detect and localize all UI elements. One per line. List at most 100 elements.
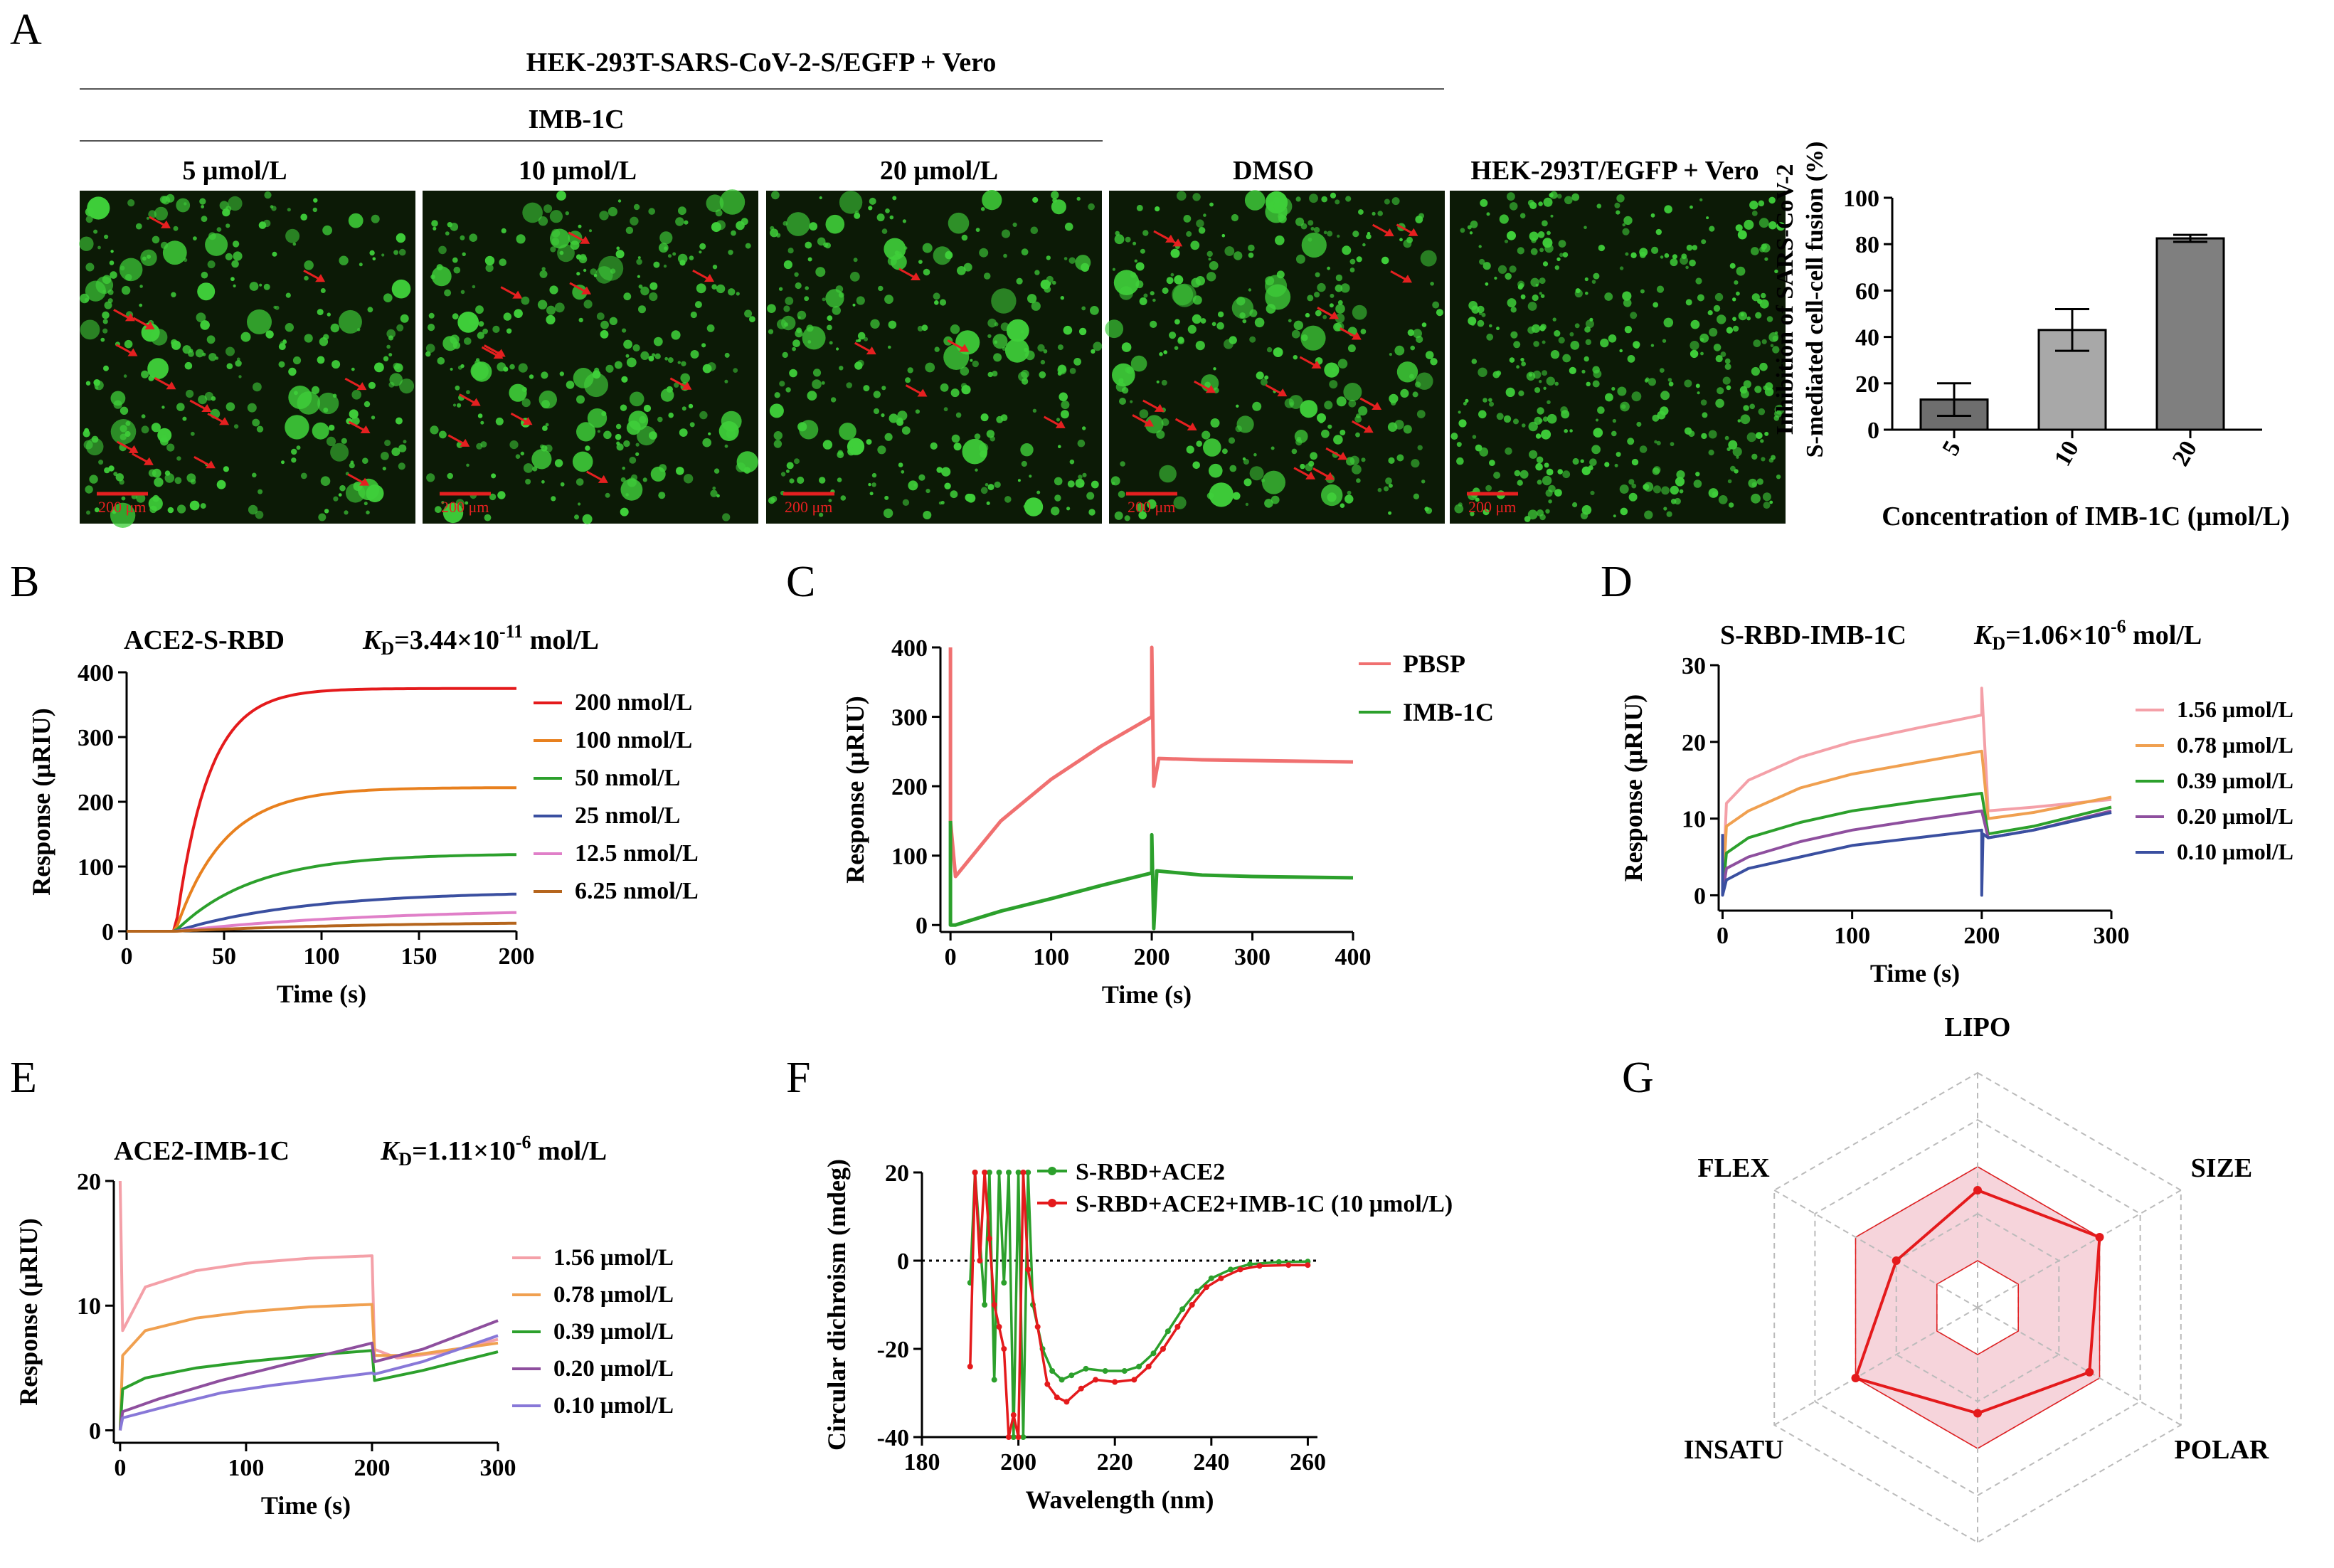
cell — [102, 311, 110, 319]
syncytium-cell — [1301, 232, 1327, 258]
cell — [1372, 211, 1376, 216]
cell — [1527, 199, 1534, 206]
panel-label-c: C — [786, 558, 815, 606]
cell — [509, 364, 515, 370]
cell — [1724, 358, 1731, 364]
cell — [1337, 359, 1348, 369]
kd-k: K — [1973, 620, 1994, 650]
cell — [1517, 284, 1523, 290]
cell — [855, 339, 859, 343]
cell — [630, 216, 639, 226]
cell — [1112, 267, 1115, 271]
cell — [1162, 287, 1169, 295]
fusion-arrow — [207, 413, 224, 423]
data-point — [1145, 1363, 1152, 1370]
cell — [430, 425, 439, 435]
fusion-arrow-head — [160, 220, 171, 228]
data-point — [986, 1170, 992, 1175]
cell — [1541, 429, 1551, 440]
cell — [812, 369, 822, 377]
cell — [819, 196, 822, 200]
cell — [1120, 461, 1125, 467]
cell — [918, 260, 923, 264]
cell — [1192, 314, 1202, 324]
cell — [1690, 349, 1699, 359]
cell — [1228, 437, 1236, 444]
cell — [1715, 355, 1723, 363]
cell — [1528, 373, 1533, 377]
cell — [182, 416, 187, 421]
data-point — [1256, 1263, 1263, 1269]
cell — [124, 339, 133, 349]
data-point — [982, 1302, 988, 1308]
cell — [1396, 454, 1404, 462]
fusion-arrow-head — [681, 381, 692, 390]
syncytium-cell — [148, 496, 163, 512]
cell — [728, 250, 733, 255]
cell — [1558, 240, 1566, 248]
x-tick-label: 200 — [1134, 944, 1170, 970]
cell — [1335, 284, 1343, 292]
cell — [226, 223, 230, 228]
micrograph-image — [1450, 191, 1786, 524]
fusion-arrow — [586, 470, 603, 482]
cell — [794, 272, 799, 277]
fusion-arrow-head — [1363, 425, 1374, 433]
cell — [1608, 334, 1617, 343]
cell — [822, 297, 826, 302]
cell — [796, 327, 802, 334]
cell — [1560, 406, 1568, 414]
cell — [1121, 342, 1132, 352]
syncytium-cell — [825, 289, 844, 308]
legend-label: 0.10 μmol/L — [2177, 839, 2293, 864]
cell — [1530, 248, 1538, 255]
cell — [110, 250, 114, 253]
cell — [1323, 231, 1327, 235]
cell — [447, 222, 452, 228]
cell — [238, 375, 242, 378]
fusion-arrow — [1351, 420, 1369, 431]
series-line — [948, 645, 1354, 879]
cell — [1174, 275, 1184, 285]
fusion-arrow — [1372, 223, 1389, 235]
cell — [304, 275, 309, 281]
syncytium-cell — [79, 236, 94, 251]
cell — [616, 246, 620, 250]
cell — [1291, 329, 1300, 339]
cell — [626, 357, 637, 368]
cell — [1667, 378, 1672, 382]
cell — [1186, 231, 1192, 237]
cell — [1554, 330, 1561, 337]
syncytium-cell — [1300, 325, 1326, 351]
y-tick-label: 300 — [891, 705, 928, 731]
syncytium-cell — [650, 466, 666, 482]
fusion-arrow-head — [356, 382, 367, 391]
cell — [161, 406, 165, 409]
cell — [1324, 401, 1333, 410]
cell — [107, 289, 114, 295]
cell — [1622, 228, 1630, 235]
cell — [677, 253, 688, 264]
cell — [1611, 430, 1617, 437]
legend-label: 0.39 μmol/L — [553, 1319, 674, 1345]
cell — [1486, 212, 1490, 216]
syncytium-cell — [345, 483, 366, 503]
cell — [908, 480, 918, 491]
cell — [338, 493, 342, 497]
y-tick-label: 0 — [102, 919, 114, 945]
cell — [311, 386, 320, 395]
cell — [1266, 304, 1276, 314]
cell — [1524, 516, 1531, 522]
legend-label: 1.56 μmol/L — [553, 1245, 674, 1271]
cell — [724, 379, 728, 383]
cell — [1322, 314, 1327, 319]
cell — [1327, 266, 1330, 270]
cell — [226, 346, 235, 356]
cell — [1727, 479, 1732, 484]
syncytium-cell — [1172, 283, 1197, 307]
cell — [1614, 202, 1620, 208]
cell — [1266, 346, 1273, 353]
legend-label: 0.78 μmol/L — [553, 1282, 674, 1308]
